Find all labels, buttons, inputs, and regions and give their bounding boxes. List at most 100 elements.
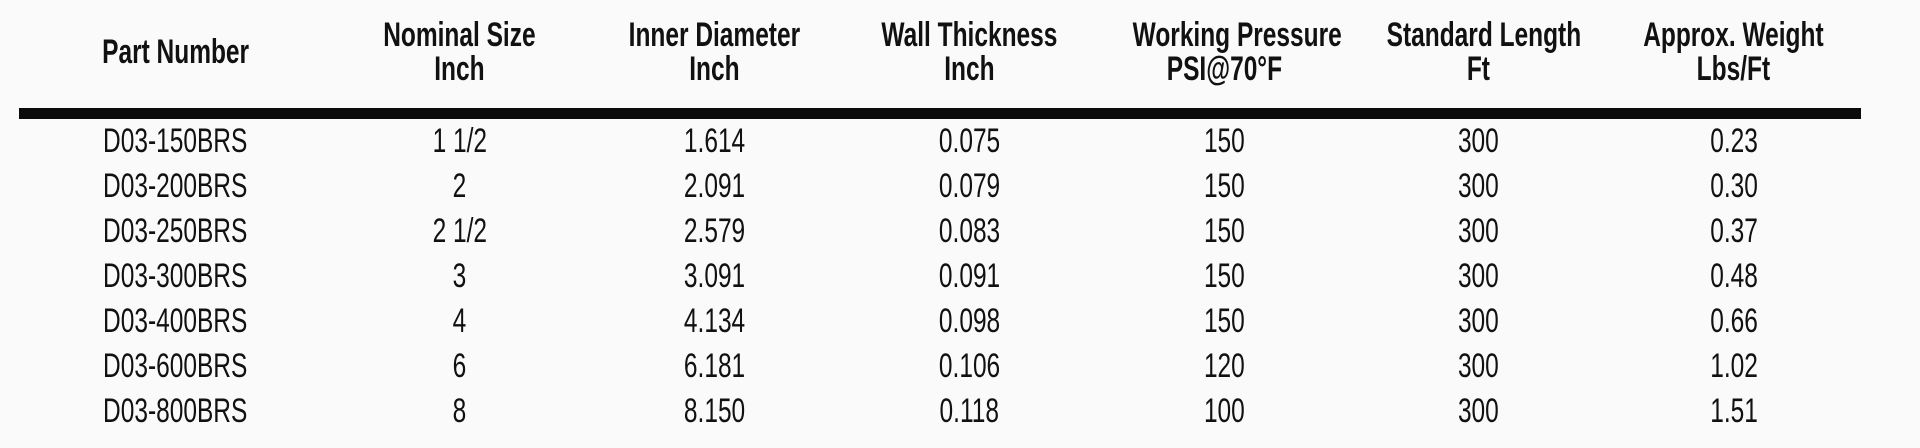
cell-value: 2.091 (683, 167, 746, 205)
header-label: Approx. Weight (1643, 16, 1824, 54)
cell-value: D03-600BRS (103, 347, 248, 385)
cell-value: 0.075 (938, 122, 1000, 160)
table-cell: 0.66 (1606, 299, 1861, 344)
header-inner-diameter: Inner Diameter Inch (587, 8, 842, 119)
table-cell: 1 1/2 (332, 114, 587, 165)
table-cell: 8 (332, 389, 587, 434)
cell-value: 0.37 (1709, 212, 1758, 250)
table-cell: 300 (1351, 114, 1606, 165)
cell-value: 1.614 (683, 122, 746, 160)
header-label: Working Pressure (1132, 16, 1342, 54)
cell-value: 1.51 (1709, 392, 1758, 430)
cell-value: 3.091 (683, 257, 746, 295)
table-cell: 2.091 (587, 164, 842, 209)
table-cell: 150 (1097, 164, 1352, 209)
table-cell: 0.37 (1606, 209, 1861, 254)
table-cell: 100 (1097, 389, 1352, 434)
cell-value: 0.30 (1709, 167, 1758, 205)
cell-value: D03-200BRS (103, 167, 248, 205)
table-cell: 6 (332, 344, 587, 389)
table-cell: D03-800BRS (19, 389, 332, 434)
cell-value: 100 (1203, 392, 1245, 430)
header-label: Inner Diameter (628, 16, 801, 54)
table-cell: 300 (1351, 254, 1606, 299)
table-cell: 300 (1351, 389, 1606, 434)
cell-value: 150 (1203, 257, 1245, 295)
cell-value: 0.118 (939, 392, 999, 430)
table-cell: D03-300BRS (19, 254, 332, 299)
cell-value: D03-300BRS (103, 257, 248, 295)
cell-value: 2 (452, 167, 467, 205)
cell-value: 3 (452, 257, 467, 295)
table-cell: 150 (1097, 254, 1352, 299)
table-cell: 3.091 (587, 254, 842, 299)
cell-value: 0.66 (1709, 302, 1758, 340)
cell-value: 0.079 (938, 167, 1000, 205)
header-unit: Inch (434, 50, 485, 88)
table-cell: D03-400BRS (19, 299, 332, 344)
table-row: D03-200BRS 2 2.091 0.079 150 300 0.30 (19, 164, 1861, 209)
cell-value: 300 (1458, 302, 1500, 340)
cell-value: D03-250BRS (103, 212, 248, 250)
cell-value: 1.02 (1709, 347, 1758, 385)
table-cell: D03-200BRS (19, 164, 332, 209)
table-cell: 120 (1097, 344, 1352, 389)
table-cell: 300 (1351, 299, 1606, 344)
cell-value: 0.23 (1709, 122, 1758, 160)
header-nominal-size: Nominal Size Inch (332, 8, 587, 119)
table-cell: D03-600BRS (19, 344, 332, 389)
cell-value: 0.106 (938, 347, 1000, 385)
cell-value: 4.134 (683, 302, 746, 340)
cell-value: 8.150 (683, 392, 746, 430)
cell-value: 2 1/2 (432, 212, 487, 250)
table-row: D03-300BRS 3 3.091 0.091 150 300 0.48 (19, 254, 1861, 299)
cell-value: 150 (1203, 212, 1245, 250)
table-cell: 0.30 (1606, 164, 1861, 209)
cell-value: 4 (452, 302, 467, 340)
table-cell: 0.098 (842, 299, 1097, 344)
table-cell: 2 (332, 164, 587, 209)
table-cell: 1.51 (1606, 389, 1861, 434)
cell-value: 150 (1203, 302, 1245, 340)
cell-value: 300 (1458, 167, 1500, 205)
header-part-number: Part Number (19, 8, 333, 119)
table-cell: 150 (1097, 299, 1352, 344)
table-cell: 150 (1097, 209, 1352, 254)
table-body: D03-150BRS 1 1/2 1.614 0.075 150 300 0.23 D03-2… (19, 114, 1861, 435)
table-cell: 0.091 (842, 254, 1097, 299)
table-cell: D03-150BRS (19, 114, 332, 165)
header-label: Part Number (102, 33, 250, 71)
table-cell: 6.181 (587, 344, 842, 389)
table-cell: 0.083 (842, 209, 1097, 254)
cell-value: 8 (452, 392, 467, 430)
table-row: D03-600BRS 6 6.181 0.106 120 300 1.02 (19, 344, 1861, 389)
table-cell: 0.48 (1606, 254, 1861, 299)
table-row: D03-150BRS 1 1/2 1.614 0.075 150 300 0.23 (19, 114, 1861, 165)
header-standard-length: Standard Length Ft (1351, 8, 1607, 119)
header-approx-weight: Approx. Weight Lbs/Ft (1606, 8, 1861, 119)
table-cell: 0.106 (842, 344, 1097, 389)
cell-value: 150 (1203, 167, 1245, 205)
table-cell: 150 (1097, 114, 1352, 165)
cell-value: 6 (452, 347, 467, 385)
cell-value: 300 (1458, 122, 1500, 160)
table-row: D03-800BRS 8 8.150 0.118 100 300 1.51 (19, 389, 1861, 434)
table-cell: 2.579 (587, 209, 842, 254)
table-cell: 4.134 (587, 299, 842, 344)
table-cell: 300 (1351, 164, 1606, 209)
cell-value: 300 (1458, 392, 1500, 430)
table-cell: 0.075 (842, 114, 1097, 165)
cell-value: 300 (1458, 257, 1500, 295)
header-label: Standard Length (1387, 16, 1582, 54)
cell-value: 300 (1458, 347, 1500, 385)
header-unit: Inch (944, 50, 995, 88)
table-row: D03-400BRS 4 4.134 0.098 150 300 0.66 (19, 299, 1861, 344)
cell-value: 0.091 (938, 257, 1000, 295)
table-cell: 3 (332, 254, 587, 299)
cell-value: 0.098 (938, 302, 1000, 340)
cell-value: D03-150BRS (103, 122, 248, 160)
header-row: Part Number Nominal Size Inch Inner Diam… (19, 8, 1861, 119)
header-working-pressure: Working Pressure PSI@70°F (1096, 8, 1352, 119)
table-cell: 1.614 (587, 114, 842, 165)
table-cell: D03-250BRS (19, 209, 332, 254)
